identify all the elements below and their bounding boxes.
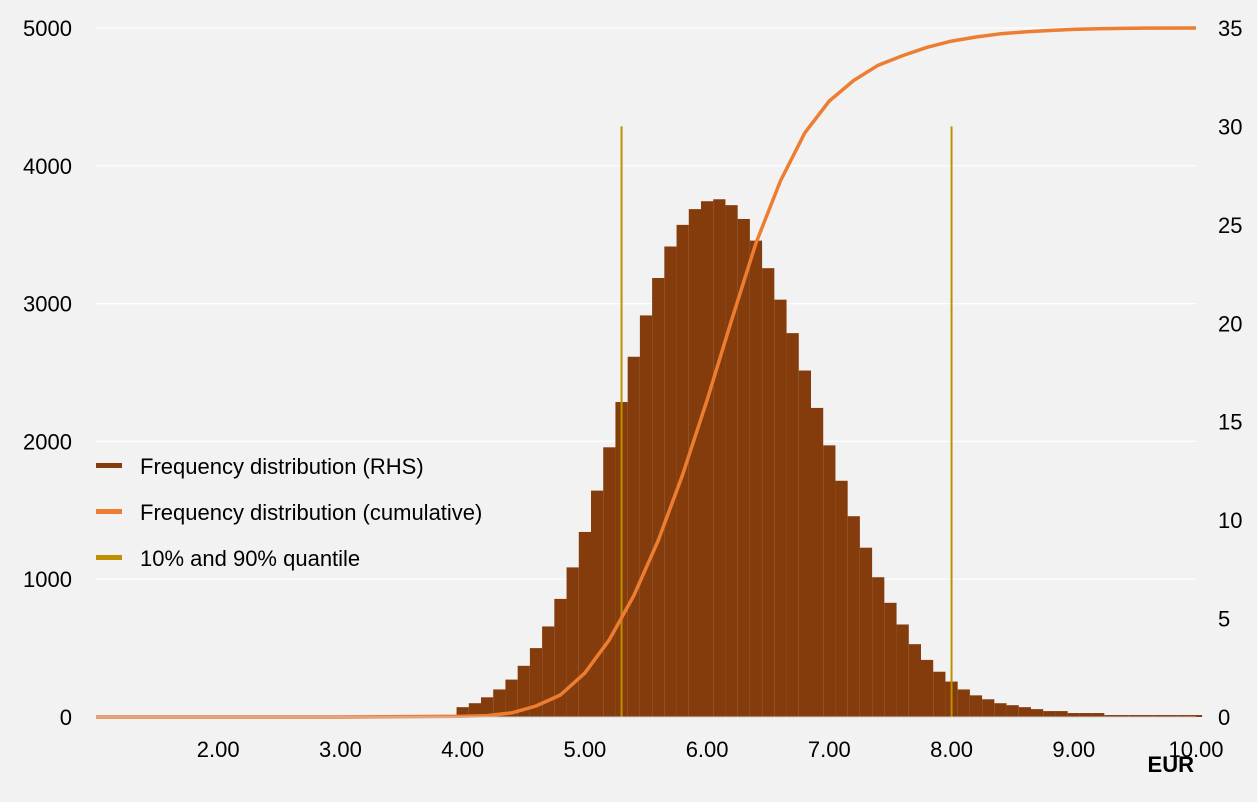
cumulative-line xyxy=(96,26,1197,719)
x-tick-label: 8.00 xyxy=(930,737,973,762)
histogram-bar xyxy=(884,602,897,717)
histogram-bar xyxy=(1018,707,1031,717)
y-right-tick-label: 5 xyxy=(1218,607,1230,632)
histogram-bar xyxy=(529,648,543,717)
y-right-tick-label: 0 xyxy=(1218,705,1230,730)
histogram-bar xyxy=(1079,713,1093,717)
histogram-bar xyxy=(468,703,481,717)
histogram-bar xyxy=(969,695,983,717)
x-tick-label: 7.00 xyxy=(808,737,851,762)
histogram-bar xyxy=(933,671,946,717)
histogram-bar xyxy=(908,644,921,717)
y-left-tick-labels: 0 1000 2000 3000 4000 5000 xyxy=(23,16,72,730)
histogram-bar xyxy=(1165,715,1178,717)
histogram-bar xyxy=(591,490,604,717)
y-left-tick-label: 3000 xyxy=(23,292,72,317)
histogram-bar xyxy=(664,246,677,717)
histogram-bar xyxy=(701,201,714,718)
y-left-tick-label: 0 xyxy=(60,705,72,730)
histogram-bar xyxy=(1104,715,1117,717)
histogram-bar xyxy=(1031,709,1044,717)
histogram-bar xyxy=(872,577,885,717)
histogram-bar xyxy=(456,707,469,717)
histogram-bar xyxy=(1177,715,1190,717)
histogram-bar xyxy=(578,531,591,717)
histogram-bar xyxy=(725,205,738,718)
histogram-bar xyxy=(957,689,970,717)
legend-label-quantile: 10% and 90% quantile xyxy=(140,546,360,571)
legend-label-cumulative: Frequency distribution (cumulative) xyxy=(140,500,482,525)
y-right-tick-labels: 0 5 10 15 20 25 30 35 xyxy=(1218,16,1242,730)
histogram-bar xyxy=(1128,715,1141,717)
x-tick-labels: 2.00 3.00 4.00 5.00 6.00 7.00 8.00 9.00 10.00 xyxy=(197,737,1224,762)
legend-swatch-quantile xyxy=(96,555,122,560)
histogram-bar xyxy=(627,356,640,717)
y-right-tick-label: 35 xyxy=(1218,16,1242,41)
y-left-tick-label: 2000 xyxy=(23,429,72,454)
histogram-bar xyxy=(1116,715,1129,717)
histogram-bar xyxy=(774,299,787,717)
histogram-bar xyxy=(1189,715,1203,717)
legend: Frequency distribution (RHS) Frequency d… xyxy=(96,454,482,571)
histogram-bar xyxy=(994,703,1007,717)
legend-swatch-cumulative xyxy=(96,509,122,514)
histogram-bar xyxy=(982,699,995,717)
histogram-bar xyxy=(493,689,506,717)
histogram-bar xyxy=(847,516,860,717)
histogram-series xyxy=(456,199,1203,718)
histogram-bar xyxy=(1067,713,1080,717)
x-tick-label: 5.00 xyxy=(563,737,606,762)
histogram-bar xyxy=(652,278,665,717)
histogram-bar xyxy=(749,240,763,718)
y-right-tick-label: 15 xyxy=(1218,410,1242,435)
histogram-bar xyxy=(1153,715,1166,717)
x-tick-label: 4.00 xyxy=(441,737,484,762)
histogram-bar xyxy=(798,370,811,717)
histogram-bar xyxy=(554,598,567,717)
histogram-bar xyxy=(542,626,555,717)
y-right-tick-label: 10 xyxy=(1218,508,1242,533)
x-tick-label: 2.00 xyxy=(197,737,240,762)
histogram-bar xyxy=(1006,705,1019,717)
histogram-bar xyxy=(823,445,836,717)
histogram-bar xyxy=(859,547,873,717)
histogram-bar xyxy=(713,199,726,717)
legend-swatch-histogram xyxy=(96,463,122,468)
y-left-tick-label: 4000 xyxy=(23,154,72,179)
histogram-bar xyxy=(1043,711,1056,717)
x-tick-label: 6.00 xyxy=(686,737,729,762)
histogram-bar xyxy=(566,567,579,717)
y-right-tick-label: 20 xyxy=(1218,311,1242,336)
y-left-tick-label: 1000 xyxy=(23,567,72,592)
legend-label-histogram: Frequency distribution (RHS) xyxy=(140,454,424,479)
histogram-bar xyxy=(481,697,494,717)
x-axis-unit-label: EUR xyxy=(1148,752,1195,777)
x-tick-label: 3.00 xyxy=(319,737,362,762)
histogram-bar xyxy=(639,315,653,717)
y-right-tick-label: 30 xyxy=(1218,114,1242,139)
histogram-bar xyxy=(603,447,616,717)
histogram-bar xyxy=(762,268,775,717)
x-tick-label: 10.00 xyxy=(1168,737,1223,762)
x-tick-label: 9.00 xyxy=(1052,737,1095,762)
histogram-bar xyxy=(517,665,530,717)
histogram-bar xyxy=(1092,713,1105,717)
histogram-bar xyxy=(1141,715,1154,717)
y-right-tick-label: 25 xyxy=(1218,213,1242,238)
histogram-bar xyxy=(921,659,934,717)
histogram-bar xyxy=(811,407,824,717)
histogram-bar xyxy=(737,218,750,717)
histogram-bar xyxy=(505,679,518,717)
histogram-bar xyxy=(688,209,701,718)
histogram-bar xyxy=(835,480,848,717)
cumulative-series xyxy=(96,26,1197,719)
histogram-bar xyxy=(1055,711,1068,717)
y-left-tick-label: 5000 xyxy=(23,16,72,41)
histogram-bar xyxy=(896,624,909,717)
histogram-bar xyxy=(786,333,799,717)
